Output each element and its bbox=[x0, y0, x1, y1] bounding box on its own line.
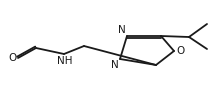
Text: O: O bbox=[9, 53, 17, 63]
Text: N: N bbox=[111, 60, 119, 70]
Text: NH: NH bbox=[57, 56, 73, 66]
Text: O: O bbox=[176, 46, 184, 56]
Text: N: N bbox=[118, 25, 126, 35]
